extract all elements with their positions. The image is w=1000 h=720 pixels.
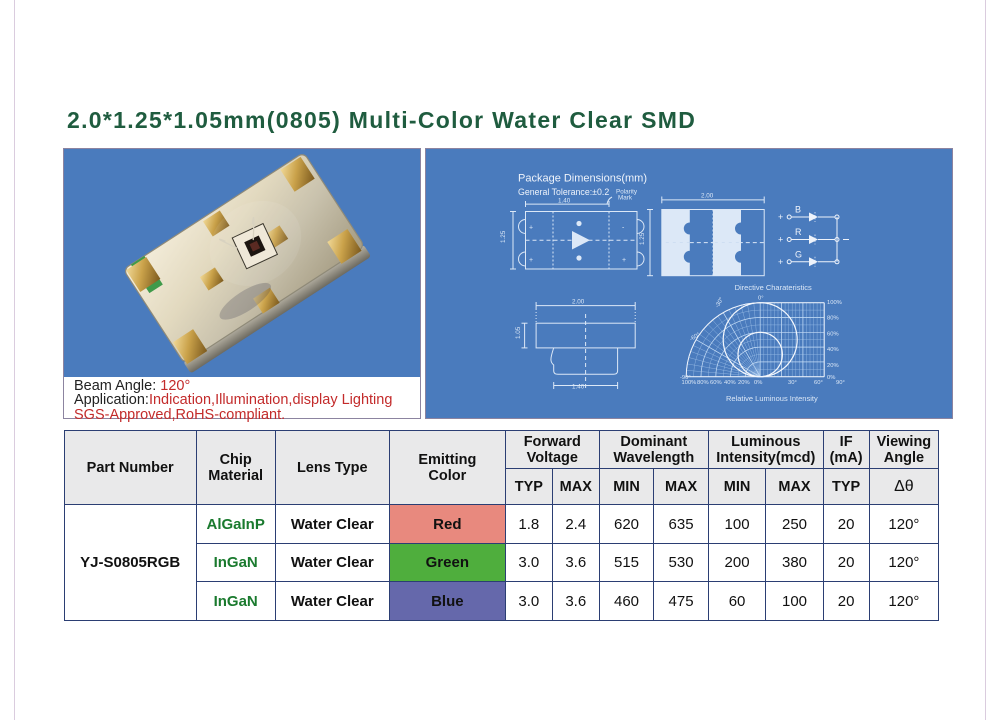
svg-text:G: G xyxy=(795,249,802,259)
svg-text:+: + xyxy=(778,212,783,222)
svg-text:B: B xyxy=(795,205,801,215)
svg-text:+: + xyxy=(778,235,783,245)
svg-text:+: + xyxy=(529,257,533,264)
svg-text:0%: 0% xyxy=(754,380,762,386)
svg-text:R: R xyxy=(795,227,802,237)
svg-text:20%: 20% xyxy=(738,380,750,386)
svg-text:+: + xyxy=(622,257,626,264)
svg-text:80%: 80% xyxy=(697,380,709,386)
svg-text:Package Dimensions(mm): Package Dimensions(mm) xyxy=(518,172,647,184)
svg-text:100%: 100% xyxy=(682,380,697,386)
svg-text:-: - xyxy=(622,225,625,232)
svg-text:1.25: 1.25 xyxy=(639,232,646,245)
svg-text:+: + xyxy=(529,225,533,232)
svg-text:General Tolerance:±0.2: General Tolerance:±0.2 xyxy=(518,187,609,197)
svg-text:80%: 80% xyxy=(827,316,839,322)
svg-text:60%: 60% xyxy=(827,331,839,337)
svg-text:1.40: 1.40 xyxy=(572,384,585,391)
svg-text:90°: 90° xyxy=(836,380,845,386)
svg-text:1.25: 1.25 xyxy=(500,230,507,243)
svg-text:1.05: 1.05 xyxy=(515,326,522,339)
svg-text:Relative Luminous Intensity: Relative Luminous Intensity xyxy=(726,394,818,403)
svg-text:-30°: -30° xyxy=(715,297,726,309)
svg-text:0°: 0° xyxy=(758,296,764,302)
svg-text:0%: 0% xyxy=(827,375,835,381)
svg-text:+: + xyxy=(778,257,783,267)
svg-text:2.00: 2.00 xyxy=(701,193,714,200)
svg-text:2.00: 2.00 xyxy=(572,299,585,306)
svg-text:40%: 40% xyxy=(724,380,736,386)
svg-text:1.40: 1.40 xyxy=(558,198,571,205)
svg-text:Mark: Mark xyxy=(618,195,633,202)
svg-text:30°: 30° xyxy=(788,380,797,386)
svg-text:Directive Charateristics: Directive Charateristics xyxy=(735,283,812,292)
svg-text:40%: 40% xyxy=(827,347,839,353)
svg-text:100%: 100% xyxy=(827,300,842,306)
svg-text:60%: 60% xyxy=(710,380,722,386)
svg-text:60°: 60° xyxy=(814,380,823,386)
svg-text:20%: 20% xyxy=(827,363,839,369)
